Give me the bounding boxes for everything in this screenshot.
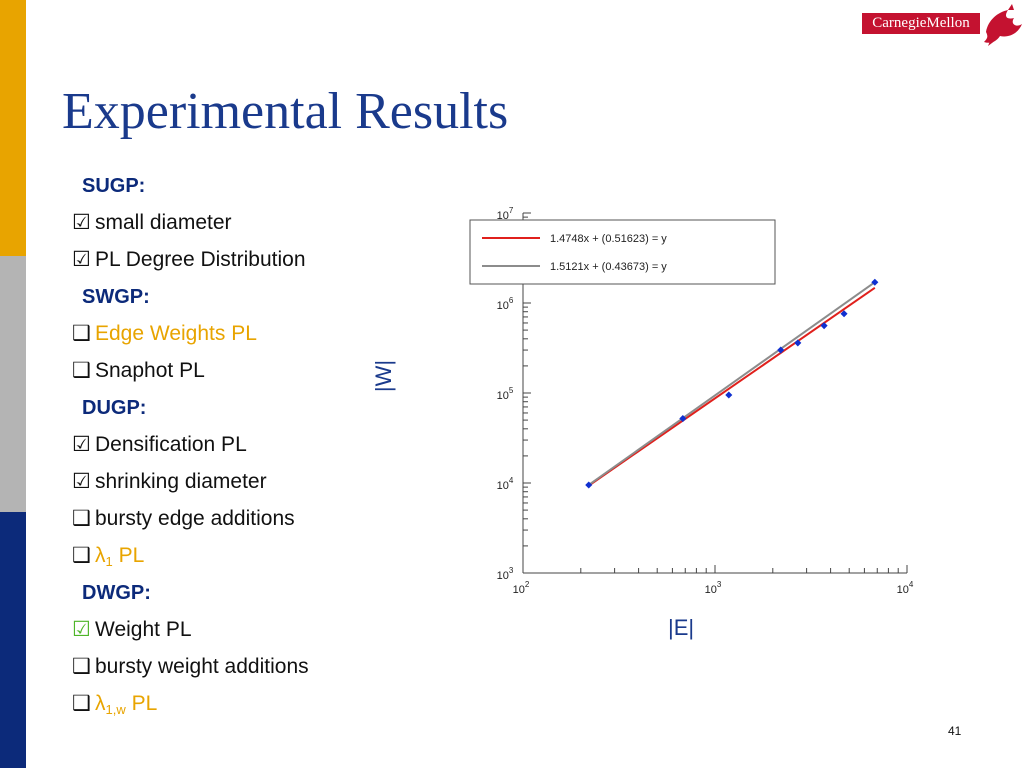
checklist-item: ❑ Edge Weights PL — [72, 318, 372, 355]
data-point — [840, 310, 848, 318]
checkbox-checked-icon: ☑ — [72, 248, 91, 271]
checklist-item: ❑ λ1 PL — [72, 540, 372, 577]
section-header: DUGP: — [72, 392, 372, 429]
side-bar-gray — [0, 256, 26, 512]
checklist-item: ☑ small diameter — [72, 207, 372, 244]
checkbox-checked-icon: ☑ — [72, 470, 91, 493]
checkbox-empty-icon: ❑ — [72, 507, 91, 530]
data-point — [820, 322, 828, 330]
checkbox-empty-icon: ❑ — [72, 655, 91, 678]
checklist-item: ❑ λ1,w PL — [72, 688, 372, 725]
checklist-item: ☑ shrinking diameter — [72, 466, 372, 503]
checklist-item-text: bursty weight additions — [95, 655, 309, 678]
checklist-item-text: small diameter — [95, 211, 232, 234]
checkbox-checked-icon: ☑ — [72, 433, 91, 456]
checklist-item-text: Edge Weights PL — [95, 322, 257, 345]
checklist-item-text: λ1 PL — [95, 544, 145, 569]
checklist-item-text: Densification PL — [95, 433, 247, 456]
y-tick-label: 105 — [497, 386, 514, 402]
checklist-item: ☑ Densification PL — [72, 429, 372, 466]
page-number: 41 — [948, 724, 962, 738]
checklist-item-text: shrinking diameter — [95, 470, 267, 493]
y-tick-label: 104 — [497, 476, 514, 492]
checklist-item-text: Weight PL — [95, 618, 192, 641]
section-header-text: DUGP: — [82, 397, 147, 419]
section-header: SUGP: — [72, 170, 372, 207]
fit-line — [588, 287, 876, 487]
section-header-text: DWGP: — [82, 582, 151, 604]
checkbox-empty-icon: ❑ — [72, 692, 91, 715]
data-point — [725, 391, 733, 399]
legend-box — [469, 219, 776, 285]
y-tick-label: 103 — [497, 566, 514, 582]
data-point — [794, 339, 802, 347]
carnegie-mellon-logo: CarnegieMellon — [862, 13, 980, 34]
side-bar-navy — [0, 512, 26, 768]
x-tick-label: 104 — [897, 580, 914, 596]
fit-line — [588, 281, 876, 486]
x-tick-label: 102 — [513, 580, 530, 596]
checkbox-empty-icon: ❑ — [72, 359, 91, 382]
dragon-icon — [984, 4, 1022, 46]
checklist: SUGP: ☑ small diameter ☑ PL Degree Distribut… — [72, 170, 372, 725]
x-axis-label: |E| — [668, 615, 695, 640]
section-header-text: SWGP: — [82, 286, 150, 308]
section-header: DWGP: — [72, 577, 372, 614]
checklist-item-text: λ1,w PL — [95, 692, 158, 717]
checkbox-empty-icon: ❑ — [72, 322, 91, 345]
section-header-text: SUGP: — [82, 175, 146, 197]
checkbox-empty-icon: ❑ — [72, 544, 91, 567]
section-header: SWGP: — [72, 281, 372, 318]
side-bar-gold — [0, 0, 26, 256]
subscript: 1,w — [105, 702, 126, 717]
legend-label: 1.4748x + (0.51623) = y — [550, 233, 667, 245]
checklist-item: ☑ Weight PL — [72, 614, 372, 651]
checklist-item: ❑ bursty weight additions — [72, 651, 372, 688]
slide-title: Experimental Results — [62, 83, 509, 140]
subscript: 1 — [105, 554, 113, 569]
checklist-item: ☑ PL Degree Distribution — [72, 244, 372, 281]
checklist-item-text: Snaphot PL — [95, 359, 205, 382]
checklist-item-suffix: PL — [112, 544, 145, 567]
checkbox-checked-icon: ☑ — [72, 618, 91, 641]
legend-label: 1.5121x + (0.43673) = y — [550, 261, 667, 273]
checklist-item: ❑ bursty edge additions — [72, 503, 372, 540]
y-tick-label: 106 — [497, 296, 514, 312]
checklist-item-suffix: PL — [125, 692, 158, 715]
checklist-item-text: PL Degree Distribution — [95, 248, 306, 271]
checklist-item-text: bursty edge additions — [95, 507, 295, 530]
checklist-item: ❑ Snaphot PL — [72, 355, 372, 392]
y-axis-label: |W| — [371, 359, 396, 393]
checkbox-checked-icon: ☑ — [72, 211, 91, 234]
y-tick-label: 107 — [497, 206, 514, 222]
x-tick-label: 103 — [705, 580, 722, 596]
